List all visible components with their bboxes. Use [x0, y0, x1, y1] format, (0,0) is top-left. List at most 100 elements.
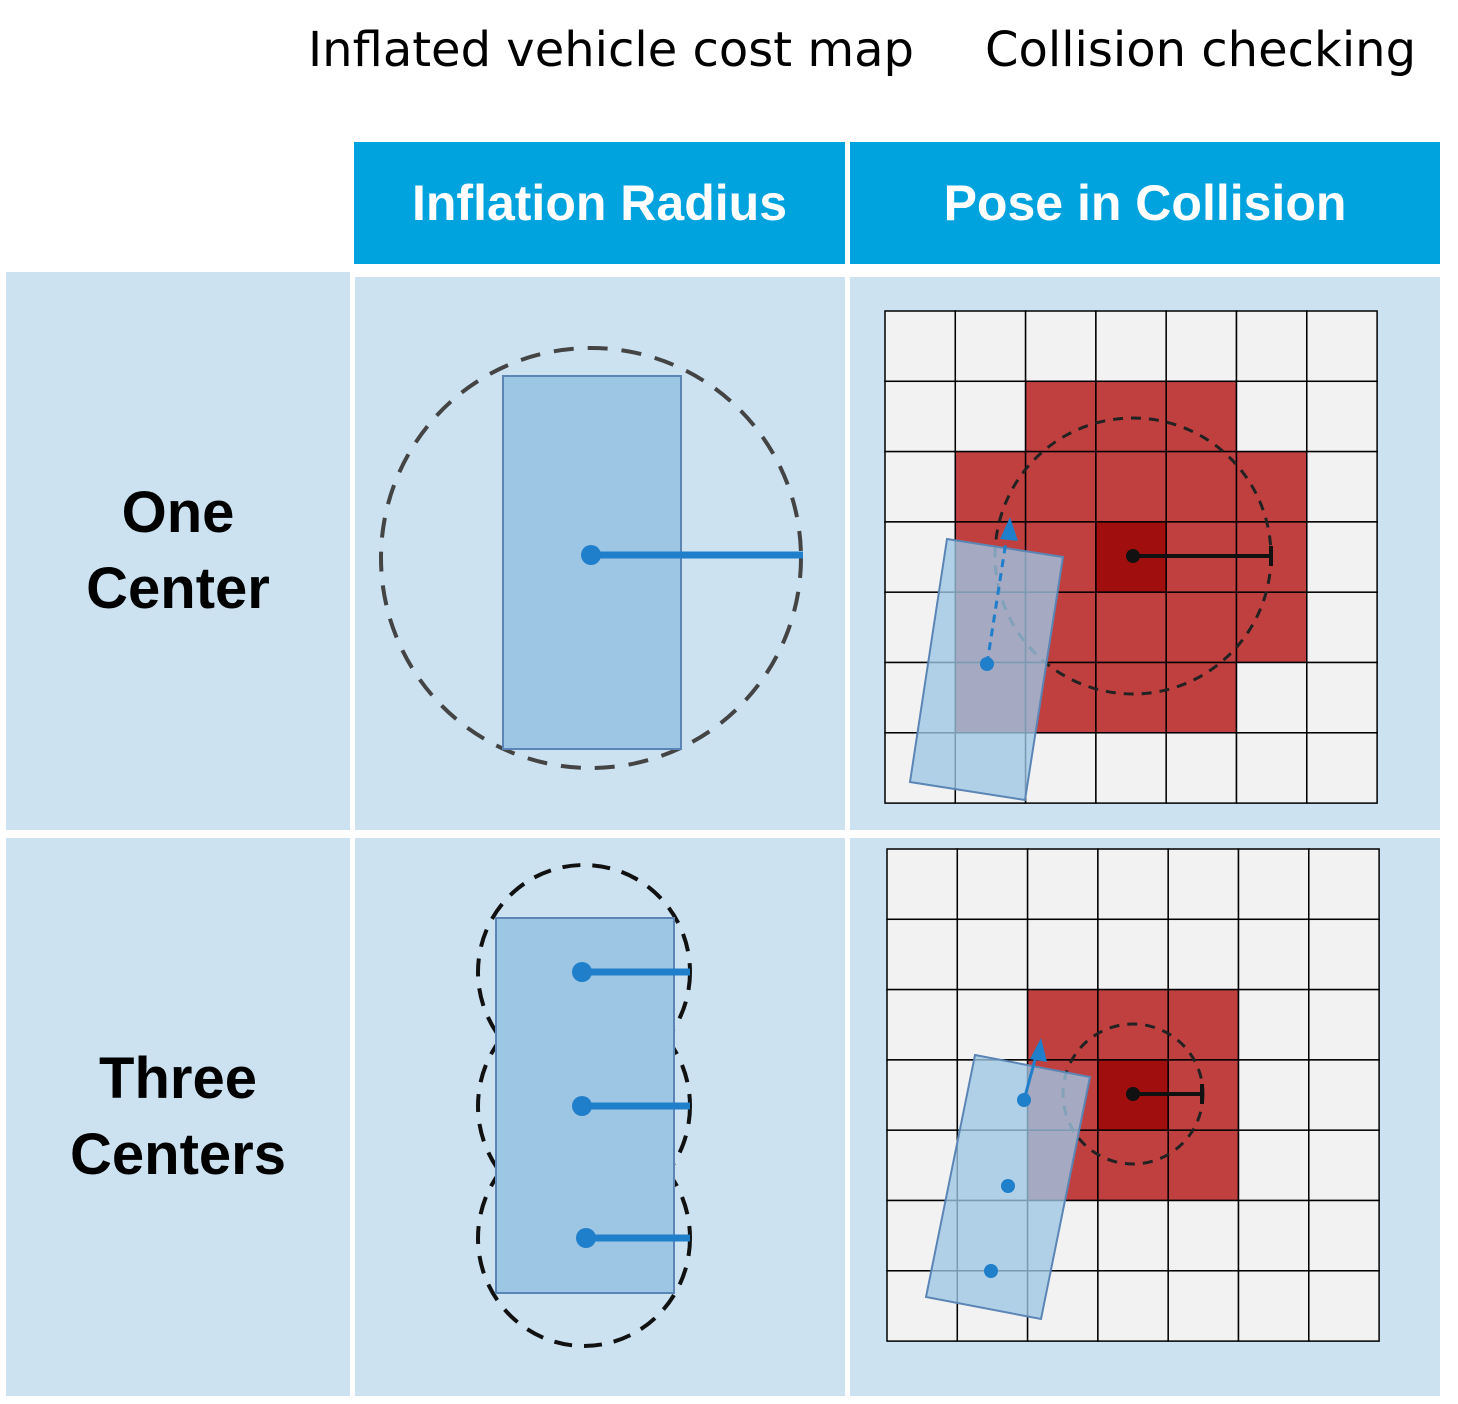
grid-cell-free	[956, 848, 1029, 921]
grid-cell-free	[1235, 661, 1308, 734]
grid-cell-free	[1237, 1059, 1310, 1131]
cell-three-centers-pose-in-collision	[850, 838, 1440, 1396]
row-header-line1: One	[121, 480, 235, 545]
grid-cell-free	[1237, 918, 1310, 991]
column-header-label: Pose in Collision	[943, 175, 1347, 231]
grid-cell-inflated	[1024, 380, 1097, 453]
grid-cell-free	[1237, 848, 1310, 921]
grid-cell-free	[1097, 1270, 1169, 1342]
row-header-line1: Three	[99, 1046, 257, 1111]
grid-cell-free	[1306, 450, 1378, 523]
obstacle-center-dot	[1126, 549, 1140, 563]
grid-cell-inflated	[1165, 661, 1238, 734]
grid-cell-free	[1237, 988, 1310, 1061]
three-centers-collision-diagram	[886, 848, 1380, 1342]
grid-cell-inflated	[1165, 591, 1238, 664]
heading-arrow-head	[1030, 1038, 1047, 1062]
grid-cell-inflated	[1095, 380, 1167, 453]
grid-cell-inflated	[1095, 591, 1167, 664]
grid-cell-free	[1306, 732, 1378, 804]
grid-cell-free	[1308, 1129, 1380, 1202]
title-inflated-cost-map: Inflated vehicle cost map	[308, 22, 914, 78]
vehicle-center-dot	[1017, 1093, 1031, 1107]
grid-cell-inflated	[1235, 450, 1308, 523]
grid-cell-inflated	[1095, 450, 1167, 523]
grid-cell-free	[1097, 848, 1169, 921]
grid-cell-free	[1308, 1059, 1380, 1131]
grid-cell-inflated	[1167, 988, 1240, 1061]
vehicle-center-dot	[1001, 1179, 1015, 1193]
grid-cell-inflated	[1024, 450, 1097, 523]
vehicle-center-dot	[980, 657, 994, 671]
grid-cell-free	[1167, 1270, 1240, 1342]
column-header-inflation-radius: Inflation Radius	[354, 142, 845, 264]
grid-cell-free	[1024, 310, 1097, 383]
grid-cell-free	[884, 380, 957, 453]
column-header-label: Inflation Radius	[412, 175, 787, 231]
grid-cell-free	[954, 310, 1027, 383]
grid-cell-free	[884, 450, 957, 523]
heading-arrow	[1022, 1055, 1038, 1101]
grid-cell-free	[1095, 310, 1167, 383]
grid-cell-free	[1306, 521, 1378, 593]
grid-cell-free	[1237, 1199, 1310, 1272]
row-header-three-centers: Three Centers	[6, 838, 350, 1396]
grid-cell-free	[886, 918, 959, 991]
grid-cell-free	[886, 1059, 959, 1131]
grid-cell-free	[1308, 1199, 1380, 1272]
grid-cell-free	[1167, 918, 1240, 991]
grid-cell-free	[1026, 848, 1099, 921]
grid-cell-free	[1235, 310, 1308, 383]
vehicle-center-dot	[572, 1096, 592, 1116]
heading-arrow-head	[1000, 517, 1018, 541]
occupancy-grid	[886, 848, 1380, 1342]
one-center-collision-diagram	[884, 310, 1378, 804]
grid-cell-free	[1167, 848, 1240, 921]
grid-cell-free	[1306, 310, 1378, 383]
grid-cell-free	[1024, 732, 1097, 804]
row-header-one-center: One Center	[6, 272, 350, 830]
grid-cell-free	[1097, 918, 1169, 991]
cell-one-center-inflation-radius	[355, 277, 845, 830]
grid-cell-inflated	[1235, 591, 1308, 664]
grid-cell-free	[1235, 732, 1308, 804]
title-collision-checking: Collision checking	[985, 22, 1417, 78]
grid-cell-inflated	[1165, 450, 1238, 523]
vehicle-center-dot	[572, 962, 592, 982]
grid-cell-free	[1306, 380, 1378, 453]
grid-cell-free	[1308, 1270, 1380, 1342]
grid-cell-free	[1306, 661, 1378, 734]
grid-cell-free	[1308, 848, 1380, 921]
grid-cell-free	[956, 918, 1029, 991]
grid-cell-free	[1237, 1270, 1310, 1342]
grid-cell-free	[1095, 732, 1167, 804]
grid-cell-free	[1308, 988, 1380, 1061]
obstacle-center-dot	[1126, 1087, 1140, 1101]
grid-cell-free	[886, 988, 959, 1061]
row-header-line2: Centers	[70, 1122, 286, 1187]
grid-cell-inflated	[1095, 661, 1167, 734]
grid-cell-free	[886, 848, 959, 921]
column-header-pose-in-collision: Pose in Collision	[850, 142, 1440, 264]
grid-cell-free	[1026, 918, 1099, 991]
grid-cell-inflated	[1165, 380, 1238, 453]
grid-cell-free	[1235, 380, 1308, 453]
heading-arrow	[985, 534, 1009, 665]
grid-cell-free	[956, 988, 1029, 1061]
cell-three-centers-inflation-radius	[355, 838, 845, 1396]
grid-cell-free	[1097, 1199, 1169, 1272]
vehicle-center-dot	[984, 1264, 998, 1278]
grid-cell-free	[1237, 1129, 1310, 1202]
grid-cell-free	[884, 310, 957, 383]
grid-cell-inflated	[1167, 1129, 1240, 1202]
vehicle-center-dot	[576, 1228, 596, 1248]
grid-cell-free	[1165, 732, 1238, 804]
three-centers-inflation-diagram	[476, 863, 692, 1348]
grid-cell-free	[1167, 1199, 1240, 1272]
one-center-inflation-diagram	[379, 346, 803, 770]
grid-cell-free	[954, 380, 1027, 453]
grid-cell-free	[1306, 591, 1378, 664]
grid-cell-free	[1165, 310, 1238, 383]
cell-one-center-pose-in-collision	[850, 277, 1440, 830]
grid-cell-free	[1308, 918, 1380, 991]
